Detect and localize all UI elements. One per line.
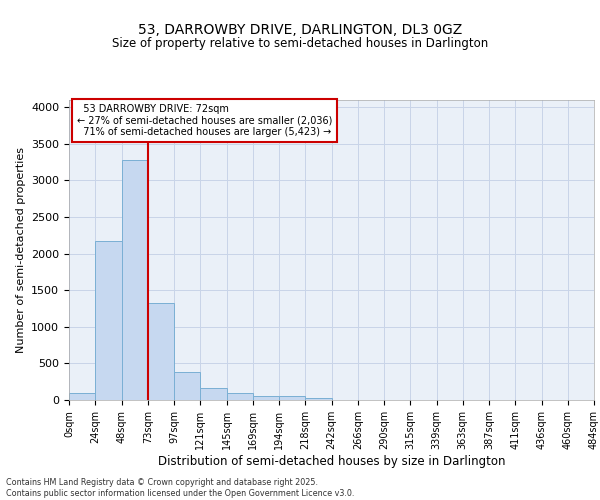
Text: 53 DARROWBY DRIVE: 72sqm
← 27% of semi-detached houses are smaller (2,036)
  71%: 53 DARROWBY DRIVE: 72sqm ← 27% of semi-d… [77, 104, 332, 137]
Bar [121, 160, 148, 400]
Bar [200, 388, 227, 400]
Text: 53, DARROWBY DRIVE, DARLINGTON, DL3 0GZ: 53, DARROWBY DRIVE, DARLINGTON, DL3 0GZ [138, 22, 462, 36]
Y-axis label: Number of semi-detached properties: Number of semi-detached properties [16, 147, 26, 353]
X-axis label: Distribution of semi-detached houses by size in Darlington: Distribution of semi-detached houses by … [158, 454, 505, 468]
Bar [253, 396, 279, 400]
Text: Size of property relative to semi-detached houses in Darlington: Size of property relative to semi-detach… [112, 38, 488, 51]
Bar [279, 396, 305, 400]
Bar [95, 241, 121, 400]
Bar [227, 392, 253, 400]
Bar [305, 398, 331, 400]
Bar [69, 392, 95, 400]
Text: Contains HM Land Registry data © Crown copyright and database right 2025.
Contai: Contains HM Land Registry data © Crown c… [6, 478, 355, 498]
Bar [148, 303, 174, 400]
Bar [174, 372, 200, 400]
